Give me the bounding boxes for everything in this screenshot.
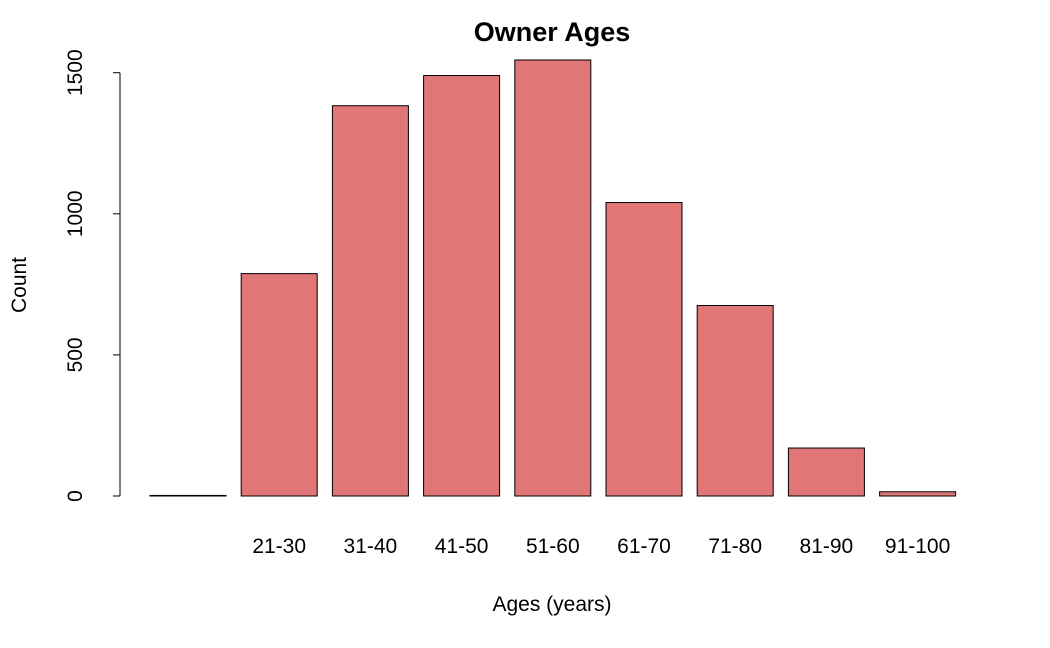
bar	[514, 59, 592, 497]
x-tick-labels: 21-30 31-40 41-50 51-60 61-70 71-80 81-90 91-10…	[252, 535, 950, 558]
x-tick-label: 41-50	[435, 535, 489, 558]
x-tick-label: 81-90	[800, 535, 854, 558]
bar	[605, 202, 683, 497]
x-tick-label: 21-30	[252, 535, 306, 558]
y-tick-label: 1000	[64, 190, 87, 237]
bars	[149, 59, 957, 497]
x-tick-label: 51-60	[526, 535, 580, 558]
y-tick-label: 1500	[64, 49, 87, 96]
x-tick-label: 61-70	[617, 535, 671, 558]
x-tick-label: 91-100	[885, 535, 950, 558]
bar	[423, 75, 501, 497]
x-tick-label: 71-80	[708, 535, 762, 558]
bar	[879, 491, 957, 497]
bar	[331, 105, 409, 497]
bar	[149, 494, 227, 497]
bar	[787, 447, 865, 497]
x-axis-label: Ages (years)	[492, 593, 611, 616]
bar	[240, 273, 318, 497]
bar	[696, 305, 774, 497]
x-tick-label: 31-40	[344, 535, 398, 558]
y-tick-label: 500	[64, 337, 87, 372]
chart-title: Owner Ages	[474, 17, 631, 47]
y-tick-label: 0	[64, 490, 87, 502]
y-axis-label: Count	[8, 257, 31, 313]
y-axis: 0 500 1000 1500	[64, 49, 121, 502]
